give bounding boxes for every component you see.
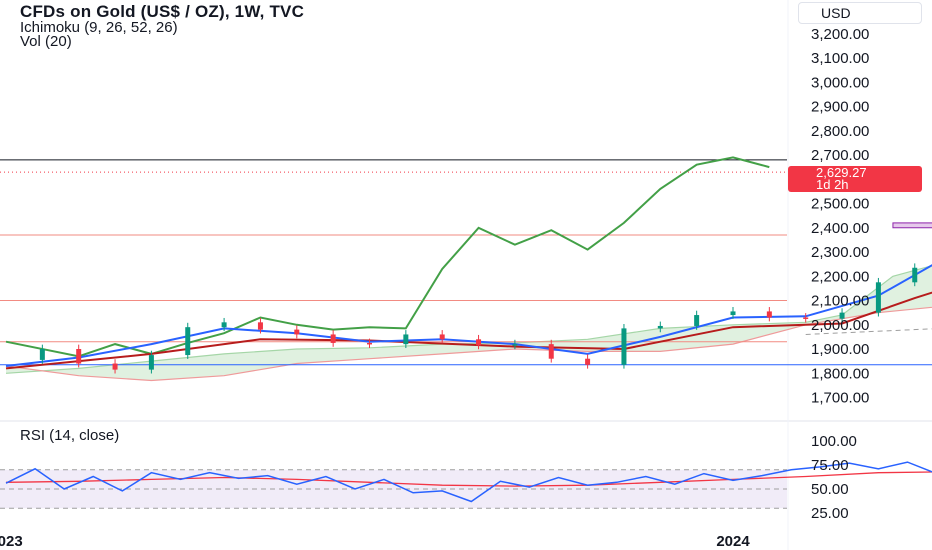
currency-selector[interactable]: USD (798, 2, 922, 24)
candle-body (439, 334, 445, 340)
candle-body (257, 322, 263, 330)
ichimoku-cloud (6, 265, 932, 381)
ichimoku-label[interactable]: Ichimoku (9, 26, 52, 26) (20, 19, 178, 36)
leading-span-b (5, 306, 932, 382)
price-axis-tick: 2,900.00 (811, 99, 869, 116)
rsi-band (0, 469, 787, 509)
base-line (5, 291, 932, 370)
price-axis-tick: 1,900.00 (811, 341, 869, 358)
rsi-axis-tick: 50.00 (811, 481, 849, 498)
price-axis-tick: 2,500.00 (811, 196, 869, 213)
rsi-axis-tick: 100.00 (811, 433, 857, 450)
price-axis-tick: 2,300.00 (811, 244, 869, 261)
candle-body (476, 339, 482, 346)
candle-body (112, 363, 118, 370)
price-axis-tick: 2,700.00 (811, 147, 869, 164)
rsi-axis-tick: 75.00 (811, 457, 849, 474)
price-axis-tick: 2,400.00 (811, 220, 869, 237)
candle-body (621, 328, 627, 365)
candle-body (585, 358, 591, 365)
candle-body (330, 334, 336, 343)
candle-body (912, 267, 918, 283)
price-axis-tick: 3,200.00 (811, 26, 869, 43)
candle-body (294, 329, 300, 335)
candle-body (39, 349, 45, 360)
price-axis-tick: 3,000.00 (811, 74, 869, 91)
candle-body (548, 344, 554, 359)
price-axis-tick: 2,200.00 (811, 268, 869, 285)
rsi-ma-line (5, 471, 932, 487)
candle-body (766, 311, 772, 318)
time-axis-tick: 2023 (0, 533, 23, 550)
last-price-value: 2,629.27 (816, 165, 867, 180)
candle-body (76, 349, 82, 364)
candle-body (657, 325, 663, 329)
price-axis-tick: 2,000.00 (811, 317, 869, 334)
rsi-axis-tick: 25.00 (811, 505, 849, 522)
last-price-tag: 2,629.27 1d 2h (788, 166, 922, 192)
candle-body (803, 317, 809, 319)
time-axis-tick: 2024 (716, 533, 750, 550)
candle-body (403, 334, 409, 345)
symbol-title[interactable]: CFDs on Gold (US$ / OZ), 1W, TVC (20, 2, 305, 21)
price-axis-tick: 1,700.00 (811, 390, 869, 407)
candle-body (512, 344, 518, 346)
candle-body (185, 327, 191, 356)
candle-body (221, 322, 227, 328)
rsi-line (5, 461, 932, 503)
lagging-span-line (5, 156, 770, 358)
conversion-line (5, 264, 932, 367)
candle-body (839, 312, 845, 319)
price-zone-rectangle (892, 222, 932, 229)
candle-body (367, 342, 372, 345)
bar-countdown: 1d 2h (816, 177, 849, 192)
price-axis-tick: 3,100.00 (811, 50, 869, 67)
volume-label[interactable]: Vol (20) (20, 33, 72, 50)
candle-body (694, 315, 700, 326)
price-axis-tick: 2,800.00 (811, 123, 869, 140)
candle-body (875, 282, 881, 313)
candle-body (730, 311, 736, 316)
price-axis-tick: 2,100.00 (811, 293, 869, 310)
candle-body (148, 355, 154, 370)
rsi-label[interactable]: RSI (14, close) (20, 427, 120, 444)
price-axis-tick: 1,800.00 (811, 365, 869, 382)
